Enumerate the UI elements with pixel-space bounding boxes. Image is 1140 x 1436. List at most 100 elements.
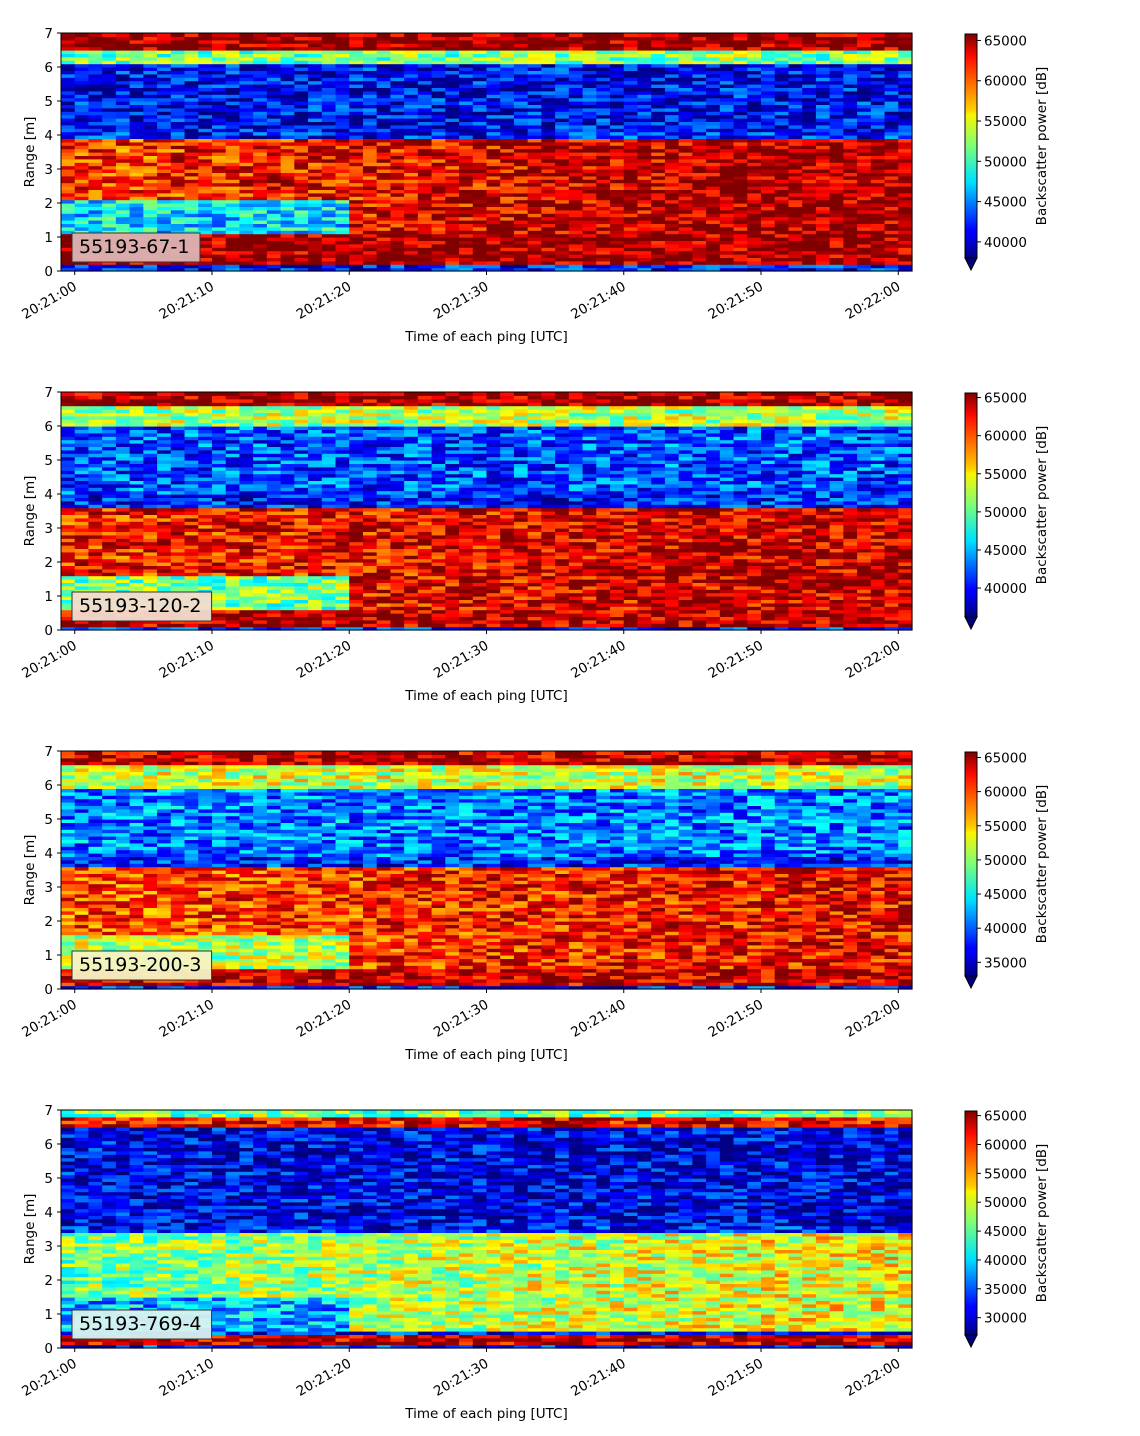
heatmap-cell <box>568 243 584 248</box>
heatmap-cell <box>321 104 337 109</box>
heatmap-cell <box>61 562 76 566</box>
heatmap-cell <box>513 63 529 68</box>
heatmap-cell <box>582 220 597 224</box>
heatmap-cell <box>184 131 199 136</box>
heatmap-cell <box>733 192 748 197</box>
heatmap-cell <box>157 148 172 153</box>
heatmap-cell <box>335 199 350 204</box>
heatmap-cell <box>857 257 872 262</box>
heatmap-cell <box>829 73 844 78</box>
heatmap-cell <box>74 463 90 468</box>
heatmap-cell <box>829 230 844 235</box>
heatmap-cell <box>321 172 337 177</box>
heatmap-cell <box>61 230 76 235</box>
heatmap-cell <box>678 46 693 51</box>
heatmap-cell <box>294 43 309 48</box>
heatmap-cell <box>500 121 515 126</box>
heatmap-cell <box>664 250 680 255</box>
heatmap-cell <box>541 33 556 37</box>
heatmap-cell <box>459 148 474 153</box>
heatmap-cell <box>294 179 309 184</box>
heatmap-cell <box>253 104 268 109</box>
heatmap-cell <box>815 172 831 177</box>
heatmap-cell <box>472 101 488 105</box>
heatmap-cell <box>294 90 309 95</box>
heatmap-cell <box>170 216 186 221</box>
heatmap-cell <box>61 60 76 65</box>
heatmap-cell <box>541 43 556 48</box>
heatmap-cell <box>253 145 268 150</box>
heatmap-cell <box>788 203 803 207</box>
heatmap-cell <box>802 223 817 228</box>
heatmap-cell <box>623 46 639 51</box>
heatmap-cell <box>294 84 309 88</box>
heatmap-cell <box>555 148 570 153</box>
heatmap-cell <box>706 60 721 65</box>
heatmap-cell <box>719 135 735 139</box>
heatmap-cell <box>129 473 144 478</box>
heatmap-cell <box>541 230 556 235</box>
heatmap-cell <box>143 260 158 265</box>
heatmap-cell <box>157 216 172 221</box>
heatmap-cell <box>815 124 831 129</box>
heatmap-cell <box>417 77 433 82</box>
heatmap-cell <box>239 260 254 265</box>
heatmap-cell <box>898 46 913 51</box>
heatmap-cell <box>637 162 652 167</box>
heatmap-cell <box>404 169 419 173</box>
heatmap-cell <box>280 155 295 160</box>
heatmap-cell <box>651 111 666 116</box>
heatmap-cell <box>170 264 186 269</box>
heatmap-cell <box>555 121 570 126</box>
heatmap-cell <box>472 247 488 252</box>
heatmap-cell <box>637 223 652 228</box>
heatmap-cell <box>184 118 199 122</box>
heatmap-cell <box>857 94 872 99</box>
heatmap-cell <box>417 67 433 71</box>
heatmap-cell <box>308 213 323 218</box>
heatmap-cell <box>445 220 460 224</box>
heatmap-cell <box>802 36 817 41</box>
heatmap-cell <box>843 131 858 136</box>
heatmap-cell <box>211 179 227 184</box>
heatmap-cell <box>362 73 378 78</box>
heatmap-cell <box>555 33 570 37</box>
heatmap-cell <box>664 138 680 143</box>
heatmap-cell <box>321 118 337 122</box>
heatmap-cell <box>445 50 460 54</box>
heatmap-cell <box>527 97 543 102</box>
heatmap-cell <box>719 192 735 197</box>
heatmap-cell <box>404 43 419 48</box>
heatmap-cell <box>266 53 282 58</box>
heatmap-cell <box>898 233 913 238</box>
heatmap-cell <box>157 39 172 44</box>
heatmap-cell <box>390 121 405 126</box>
heatmap-cell <box>143 63 158 68</box>
heatmap-cell <box>500 226 515 231</box>
heatmap-cell <box>486 223 501 228</box>
heatmap-cell <box>157 267 172 272</box>
heatmap-cell <box>239 247 254 252</box>
heatmap-cell <box>129 443 144 447</box>
heatmap-cell <box>143 483 158 488</box>
heatmap-cell <box>308 264 323 269</box>
heatmap-cell <box>500 250 515 255</box>
heatmap-cell <box>623 104 639 109</box>
heatmap-cell <box>884 158 899 163</box>
heatmap-cell <box>472 118 488 122</box>
heatmap-cell <box>239 50 254 54</box>
heatmap-cell <box>61 429 76 434</box>
heatmap-cell <box>664 114 680 119</box>
heatmap-cell <box>596 121 611 126</box>
heatmap-cell <box>102 124 117 129</box>
heatmap-cell <box>541 254 556 258</box>
heatmap-cell <box>362 56 378 61</box>
heatmap-cell <box>829 121 844 126</box>
heatmap-cell <box>61 405 76 410</box>
heatmap-cell <box>349 101 364 105</box>
heatmap-cell <box>102 409 117 413</box>
heatmap-cell <box>610 90 625 95</box>
heatmap-cell <box>404 46 419 51</box>
heatmap-cell <box>88 470 103 475</box>
heatmap-cell <box>651 67 666 71</box>
